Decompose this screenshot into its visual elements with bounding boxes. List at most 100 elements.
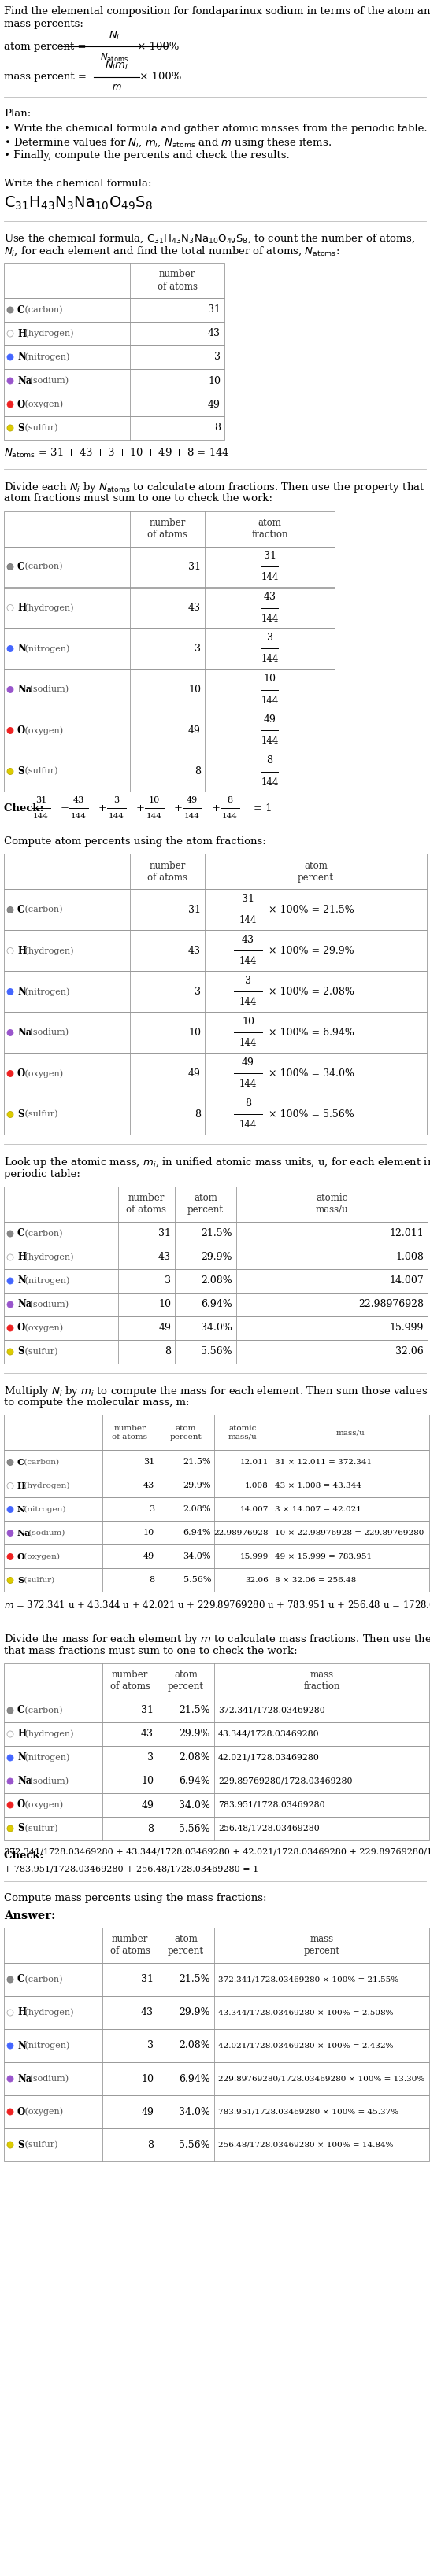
Text: Na: Na [17, 376, 32, 386]
Text: 1.008: 1.008 [396, 1252, 424, 1262]
Text: (hydrogen): (hydrogen) [22, 1481, 70, 1489]
Text: 10: 10 [188, 685, 201, 696]
Bar [4, 345, 224, 368]
Bar [4, 889, 427, 930]
Text: 144: 144 [222, 814, 238, 819]
Circle shape [7, 2141, 13, 2148]
Text: × 100% = 34.0%: × 100% = 34.0% [265, 1069, 354, 1079]
Bar [4, 510, 335, 546]
Text: (nitrogen): (nitrogen) [22, 1278, 69, 1285]
Text: 29.9%: 29.9% [183, 1481, 211, 1489]
Circle shape [7, 1231, 13, 1236]
Text: Na: Na [17, 685, 32, 696]
Text: 144: 144 [239, 914, 257, 925]
Bar [4, 1747, 429, 1770]
Text: 2.08%: 2.08% [179, 1752, 210, 1762]
Circle shape [7, 1553, 13, 1561]
Text: H: H [17, 1252, 26, 1262]
Bar [4, 1497, 429, 1522]
Text: (sodium): (sodium) [26, 1028, 68, 1036]
Text: 34.0%: 34.0% [183, 1553, 211, 1561]
Text: (hydrogen): (hydrogen) [22, 2009, 74, 2017]
Bar [4, 711, 335, 752]
Bar [4, 1522, 429, 1546]
Text: (hydrogen): (hydrogen) [22, 1731, 74, 1739]
Text: (oxygen): (oxygen) [22, 1553, 60, 1561]
Text: $N_im_i$: $N_im_i$ [104, 59, 129, 72]
Text: mass/u: mass/u [336, 1430, 365, 1437]
Text: 144: 144 [261, 737, 279, 747]
Text: 144: 144 [261, 778, 279, 788]
Text: C: C [17, 904, 25, 914]
Text: 22.98976928: 22.98976928 [214, 1530, 269, 1538]
Text: 3: 3 [147, 2040, 154, 2050]
Bar [4, 2030, 429, 2063]
Circle shape [7, 1731, 13, 1736]
Bar [4, 392, 224, 417]
Text: atom
percent: atom percent [187, 1193, 224, 1216]
Text: N: N [17, 1752, 26, 1762]
Bar [4, 1698, 429, 1723]
Text: 256.48/1728.03469280: 256.48/1728.03469280 [218, 1824, 319, 1832]
Text: O: O [17, 1553, 25, 1561]
Bar [4, 1054, 427, 1095]
Text: O: O [17, 2107, 25, 2117]
Bar [4, 1221, 428, 1247]
Text: × 100%: × 100% [136, 72, 181, 82]
Text: 43: 43 [188, 945, 201, 956]
Bar [4, 1569, 429, 1592]
Text: S: S [17, 765, 24, 775]
Text: O: O [17, 726, 25, 737]
Text: 49: 49 [143, 1553, 154, 1561]
Text: N: N [17, 644, 26, 654]
Text: N: N [17, 987, 26, 997]
Text: 229.89769280/1728.03469280: 229.89769280/1728.03469280 [218, 1777, 353, 1785]
Text: 10: 10 [208, 376, 221, 386]
Circle shape [7, 1350, 13, 1355]
Text: 6.94%: 6.94% [201, 1298, 232, 1309]
Text: atom
percent: atom percent [168, 1935, 204, 1955]
Circle shape [7, 1301, 13, 1309]
Bar [4, 670, 335, 711]
Text: 42.021/1728.03469280: 42.021/1728.03469280 [218, 1754, 319, 1762]
Text: 10: 10 [242, 1018, 255, 1028]
Text: atom percent =: atom percent = [4, 41, 89, 52]
Text: 49: 49 [188, 726, 201, 737]
Text: (sulfur): (sulfur) [22, 425, 58, 433]
Text: atomic
mass/u: atomic mass/u [316, 1193, 348, 1216]
Text: 3: 3 [214, 353, 221, 363]
Text: 6.94%: 6.94% [179, 1777, 210, 1785]
Text: 42.021/1728.03469280 × 100% = 2.432%: 42.021/1728.03469280 × 100% = 2.432% [218, 2043, 393, 2050]
Bar [4, 1793, 429, 1816]
Text: S: S [17, 1577, 24, 1584]
Text: (oxygen): (oxygen) [22, 1324, 63, 1332]
Text: 2.08%: 2.08% [183, 1504, 211, 1515]
Text: (sodium): (sodium) [26, 2074, 68, 2084]
Text: Divide the mass for each element by $m$ to calculate mass fractions. Then use th: Divide the mass for each element by $m$ … [4, 1633, 430, 1646]
Text: 3: 3 [147, 1752, 154, 1762]
Text: mass
fraction: mass fraction [304, 1669, 340, 1692]
Bar [4, 1927, 429, 1963]
Circle shape [7, 1110, 13, 1118]
Text: (hydrogen): (hydrogen) [22, 603, 74, 613]
Circle shape [7, 1801, 13, 1808]
Text: (carbon): (carbon) [22, 1458, 59, 1466]
Text: 8: 8 [245, 1100, 251, 1110]
Text: 8: 8 [147, 2141, 154, 2151]
Bar [4, 1414, 429, 1450]
Text: 144: 144 [147, 814, 162, 819]
Text: 8: 8 [149, 1577, 154, 1584]
Circle shape [7, 1826, 13, 1832]
Bar [4, 855, 427, 889]
Bar [4, 1095, 427, 1136]
Text: (carbon): (carbon) [22, 907, 62, 914]
Text: • Finally, compute the percents and check the results.: • Finally, compute the percents and chec… [4, 149, 290, 160]
Bar [4, 417, 224, 440]
Text: 2.08%: 2.08% [179, 2040, 210, 2050]
Text: number
of atoms: number of atoms [110, 1669, 150, 1692]
Text: (carbon): (carbon) [22, 1976, 62, 1984]
Text: +: + [98, 804, 107, 814]
Text: +: + [174, 804, 182, 814]
Text: 783.951/1728.03469280: 783.951/1728.03469280 [218, 1801, 325, 1808]
Circle shape [7, 948, 13, 953]
